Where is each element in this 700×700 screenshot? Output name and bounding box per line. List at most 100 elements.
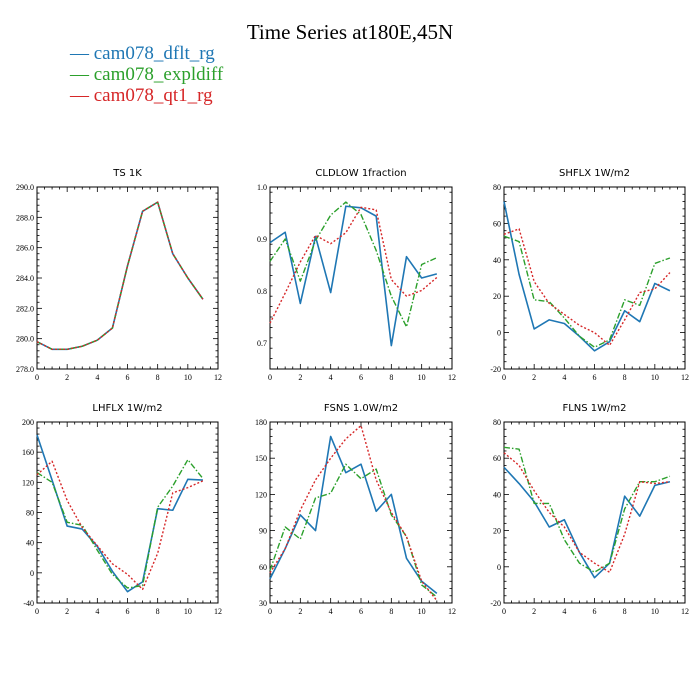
x-tick-label: 2	[65, 373, 69, 382]
legend-marker-expldiff: —	[70, 64, 89, 85]
y-tick-label: 288.0	[16, 213, 34, 222]
y-tick-label: 282.0	[16, 304, 34, 313]
chart-main-title: Time Series at180E,45N	[246, 20, 454, 44]
y-tick-label: 1.0	[257, 183, 267, 192]
plot-frame	[503, 421, 686, 604]
legend-label-expldiff: cam078_expldiff	[93, 64, 224, 85]
y-tick-label: 0	[30, 569, 34, 578]
y-tick-label: 80	[493, 183, 501, 192]
plot-frame	[36, 186, 219, 370]
x-tick-label: 4	[95, 607, 99, 616]
y-tick-label: 0	[497, 563, 501, 572]
x-tick-label: 10	[184, 607, 192, 616]
y-tick-label: 60	[493, 219, 501, 228]
legend-marker-dflt: —	[70, 43, 89, 64]
y-tick-label: 40	[493, 256, 501, 265]
x-tick-label: 12	[681, 607, 689, 616]
legend-entry-qt1: — cam078_qt1_rg	[70, 85, 213, 107]
panel-title: SHFLX 1W/m2	[559, 168, 630, 179]
y-tick-label: 120	[255, 490, 267, 499]
x-tick-label: 2	[65, 607, 69, 616]
y-tick-label: -20	[490, 599, 501, 608]
series-line-cam078-expldiff	[503, 446, 671, 573]
x-tick-label: 12	[214, 373, 222, 382]
y-tick-label: 80	[26, 509, 34, 518]
series-line-cam078-qt1-rg	[36, 460, 204, 591]
x-tick-label: 8	[156, 373, 160, 382]
x-tick-label: 10	[418, 373, 426, 382]
legend-label-dflt: cam078_dflt_rg	[93, 43, 215, 64]
y-tick-label: 20	[493, 292, 501, 301]
x-tick-label: 12	[448, 607, 456, 616]
x-tick-label: 2	[532, 607, 536, 616]
y-tick-label: 0	[497, 329, 501, 338]
y-tick-label: -40	[23, 599, 34, 608]
legend-marker-qt1: —	[70, 85, 89, 106]
series-line-cam078-qt1-rg	[503, 228, 671, 347]
series-line-cam078-dflt-rg	[269, 205, 438, 347]
x-tick-label: 8	[623, 373, 627, 382]
x-tick-label: 2	[532, 373, 536, 382]
x-tick-label: 4	[95, 373, 99, 382]
panel-title: LHFLX 1W/m2	[92, 403, 162, 414]
series-line-cam078-dflt-rg	[36, 201, 204, 351]
series-line-cam078-dflt-rg	[269, 435, 438, 594]
x-tick-label: 6	[593, 607, 597, 616]
legend-entry-dflt: — cam078_dflt_rg	[70, 43, 215, 65]
x-tick-label: 6	[126, 373, 130, 382]
x-tick-label: 8	[389, 373, 393, 382]
y-tick-label: 150	[255, 454, 267, 463]
x-tick-label: 12	[681, 373, 689, 382]
x-tick-label: 0	[268, 373, 272, 382]
x-tick-label: 4	[329, 373, 333, 382]
series-line-cam078-expldiff	[36, 201, 204, 350]
y-tick-label: 280.0	[16, 335, 34, 344]
x-tick-label: 12	[214, 607, 222, 616]
series-line-cam078-dflt-rg	[503, 201, 671, 352]
x-tick-label: 6	[359, 373, 363, 382]
x-tick-label: 0	[268, 607, 272, 616]
panel-title: FLNS 1W/m2	[562, 403, 626, 414]
x-tick-label: 12	[448, 373, 456, 382]
panel-5: FSNS 1.0W/m2 0 2 4 6 8 10 12 30 60 90 120 150 180	[255, 403, 456, 616]
x-tick-label: 8	[389, 607, 393, 616]
series-line-cam078-expldiff	[269, 463, 438, 598]
x-tick-label: 10	[418, 607, 426, 616]
y-tick-label: 40	[493, 490, 501, 499]
y-tick-label: -20	[490, 365, 501, 374]
panel-title: TS 1K	[112, 168, 142, 179]
series-line-cam078-qt1-rg	[36, 201, 204, 350]
series-line-cam078-expldiff	[503, 235, 671, 348]
series-line-cam078-expldiff	[269, 201, 438, 328]
y-tick-label: 80	[493, 418, 501, 427]
x-tick-label: 4	[329, 607, 333, 616]
x-tick-label: 6	[593, 373, 597, 382]
x-tick-label: 2	[298, 373, 302, 382]
series-line-cam078-dflt-rg	[36, 434, 203, 593]
x-tick-label: 10	[651, 373, 659, 382]
y-tick-label: 0.9	[257, 235, 267, 244]
y-tick-label: 40	[26, 539, 34, 548]
x-tick-label: 0	[35, 607, 39, 616]
panel-title: FSNS 1.0W/m2	[324, 403, 398, 414]
y-tick-label: 286.0	[16, 244, 34, 253]
legend-label-qt1: cam078_qt1_rg	[93, 85, 213, 106]
panel-1: TS 1K 0 2 4 6 8 10 12 278.0 280.0 282.0 284.0 286.0 2…	[16, 168, 222, 382]
y-tick-label: 160	[22, 448, 34, 457]
x-tick-label: 0	[502, 373, 506, 382]
x-tick-label: 6	[126, 607, 130, 616]
x-tick-label: 0	[35, 373, 39, 382]
panel-title: CLDLOW 1fraction	[315, 168, 406, 179]
x-tick-label: 6	[359, 607, 363, 616]
plot-frame	[269, 421, 453, 604]
x-tick-label: 8	[623, 607, 627, 616]
y-tick-label: 180	[255, 418, 267, 427]
y-tick-label: 20	[493, 527, 501, 536]
x-tick-label: 10	[651, 607, 659, 616]
x-tick-label: 0	[502, 607, 506, 616]
y-tick-label: 120	[22, 478, 34, 487]
